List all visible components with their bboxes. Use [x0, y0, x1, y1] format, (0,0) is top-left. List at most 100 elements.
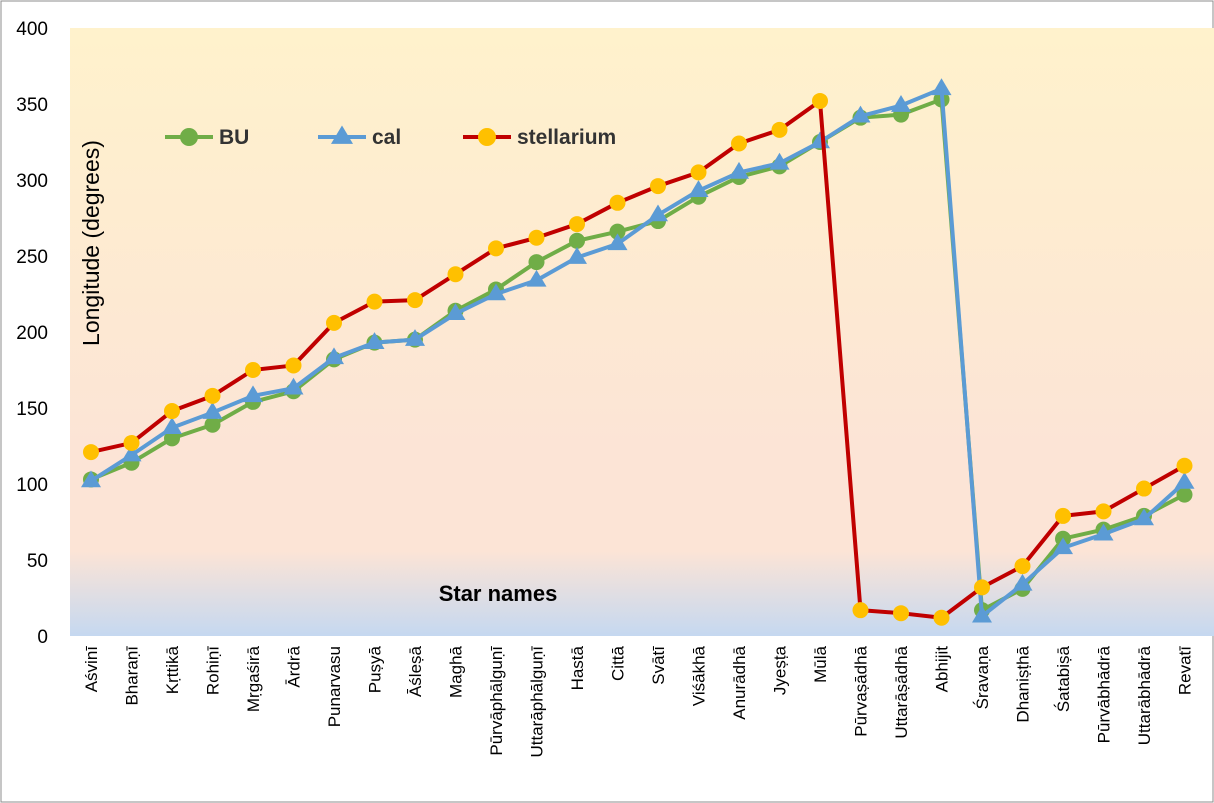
y-tick-label: 200 — [16, 323, 48, 344]
cal-point — [1012, 573, 1033, 591]
stellarium-point — [123, 434, 140, 451]
x-tick-label: Puṣyā — [366, 645, 385, 693]
cal-point — [1174, 471, 1195, 489]
x-tick-label: Uttarābhādrā — [1135, 645, 1154, 745]
cal-point — [607, 233, 628, 251]
stellarium-point — [204, 387, 221, 404]
x-tick-label: Śatabiṣā — [1054, 645, 1073, 712]
x-tick-label: Uttarāphālguṇī — [528, 646, 547, 758]
stellarium-point — [690, 164, 707, 181]
x-tick-label: Aśvinī — [82, 646, 101, 693]
x-axis: Aśvinī Bharaṇī Kṛttikā Rohiṇī Mṛgaśirā Ārdrā P… — [82, 645, 1195, 757]
bu-point — [164, 430, 180, 447]
cal-point — [891, 95, 911, 112]
stellarium-point — [650, 178, 666, 195]
stellarium-point — [1014, 558, 1031, 575]
x-tick-label: Maghā — [447, 645, 466, 698]
chart-annotation: Star names — [439, 581, 558, 606]
x-tick-label: Pūrvaṣādhā — [852, 645, 871, 736]
cal-point — [1093, 523, 1114, 541]
cal-point — [364, 332, 385, 349]
cal-point — [688, 180, 709, 197]
cal-point — [1053, 537, 1073, 555]
stellarium-point — [731, 135, 747, 152]
y-axis: 0 50 100 150 200 250 300 350 400 — [16, 19, 48, 648]
stellarium-point — [366, 293, 383, 310]
stellarium-point — [852, 602, 869, 619]
y-tick-label: 350 — [16, 95, 48, 116]
x-tick-label: Cittā — [609, 645, 628, 681]
cal-point — [324, 347, 344, 365]
stellarium-point — [771, 121, 788, 138]
stellarium-point — [893, 605, 909, 622]
x-tick-label: Abhijit — [933, 646, 952, 693]
cal-point — [202, 402, 223, 419]
x-tick-label: Anurādhā — [730, 645, 749, 719]
legend-label: stellarium — [517, 126, 616, 149]
cal-point — [729, 161, 749, 179]
x-tick-label: Pūrvābhādrā — [1095, 645, 1114, 743]
bu-point — [528, 254, 545, 271]
legend: BU cal stellarium — [165, 125, 616, 149]
stellarium-point — [326, 314, 342, 331]
legend-cal-point — [331, 125, 353, 144]
x-tick-label: Pūrvāphālguṇī — [487, 646, 506, 756]
x-tick-label: Svātī — [649, 646, 668, 685]
stellarium-point — [285, 357, 302, 374]
x-tick-label: Jyeṣṭa — [771, 645, 790, 695]
stellarium-point — [1176, 457, 1193, 474]
legend-item-stellarium: stellarium — [463, 126, 616, 149]
x-tick-label: Punarvasu — [325, 646, 344, 727]
y-tick-label: 100 — [16, 475, 48, 496]
cal-point — [486, 283, 506, 301]
x-tick-label: Kṛttikā — [163, 645, 182, 694]
x-tick-label: Viśākhā — [690, 645, 709, 706]
legend-item-bu: BU — [165, 126, 249, 149]
bu-point — [204, 416, 221, 433]
stellarium-point — [83, 444, 99, 461]
series-layer — [81, 78, 1195, 626]
x-tick-label: Mṛgaśirā — [244, 645, 263, 712]
bu-point — [569, 232, 585, 249]
x-tick-label: Ārdrā — [285, 645, 304, 687]
stellarium-point — [1055, 507, 1071, 524]
stellarium-point — [488, 240, 504, 257]
stellarium-point — [974, 579, 990, 596]
cal-point — [121, 444, 142, 462]
y-tick-label: 0 — [37, 627, 48, 648]
cal-point — [931, 78, 952, 96]
plot-area — [70, 28, 1214, 636]
cal-point — [648, 204, 668, 222]
x-tick-label: Mūlā — [811, 645, 830, 682]
series-cal — [81, 78, 1195, 623]
cal-point — [162, 417, 182, 435]
y-tick-label: 400 — [16, 19, 48, 40]
cal-point — [1134, 508, 1154, 526]
series-stellarium — [83, 92, 1193, 626]
stellarium-point — [528, 229, 545, 246]
cal-point — [283, 377, 304, 395]
cal-point — [850, 105, 871, 123]
stellarium-line — [90, 98, 1186, 620]
x-tick-label: Bharaṇī — [123, 646, 142, 706]
cal-point — [526, 269, 547, 287]
cal-point — [445, 303, 466, 321]
stellarium-point — [1136, 480, 1152, 497]
x-tick-label: Dhaniṣṭhā — [1014, 645, 1033, 722]
legend-bu-point — [180, 128, 198, 146]
stellarium-point — [245, 362, 261, 378]
stellarium-point — [609, 194, 626, 211]
y-tick-label: 300 — [16, 171, 48, 192]
cal-line — [89, 86, 1186, 619]
stellarium-point — [569, 216, 585, 233]
x-tick-label: Uttarāṣādhā — [892, 645, 911, 738]
y-axis-title: Longitude (degrees) — [78, 140, 104, 346]
stellarium-point — [164, 403, 180, 420]
stellarium-point — [1095, 503, 1112, 520]
cal-point — [972, 605, 992, 623]
stellarium-point — [407, 292, 423, 309]
y-tick-label: 50 — [27, 551, 48, 572]
y-tick-label: 150 — [16, 399, 48, 420]
